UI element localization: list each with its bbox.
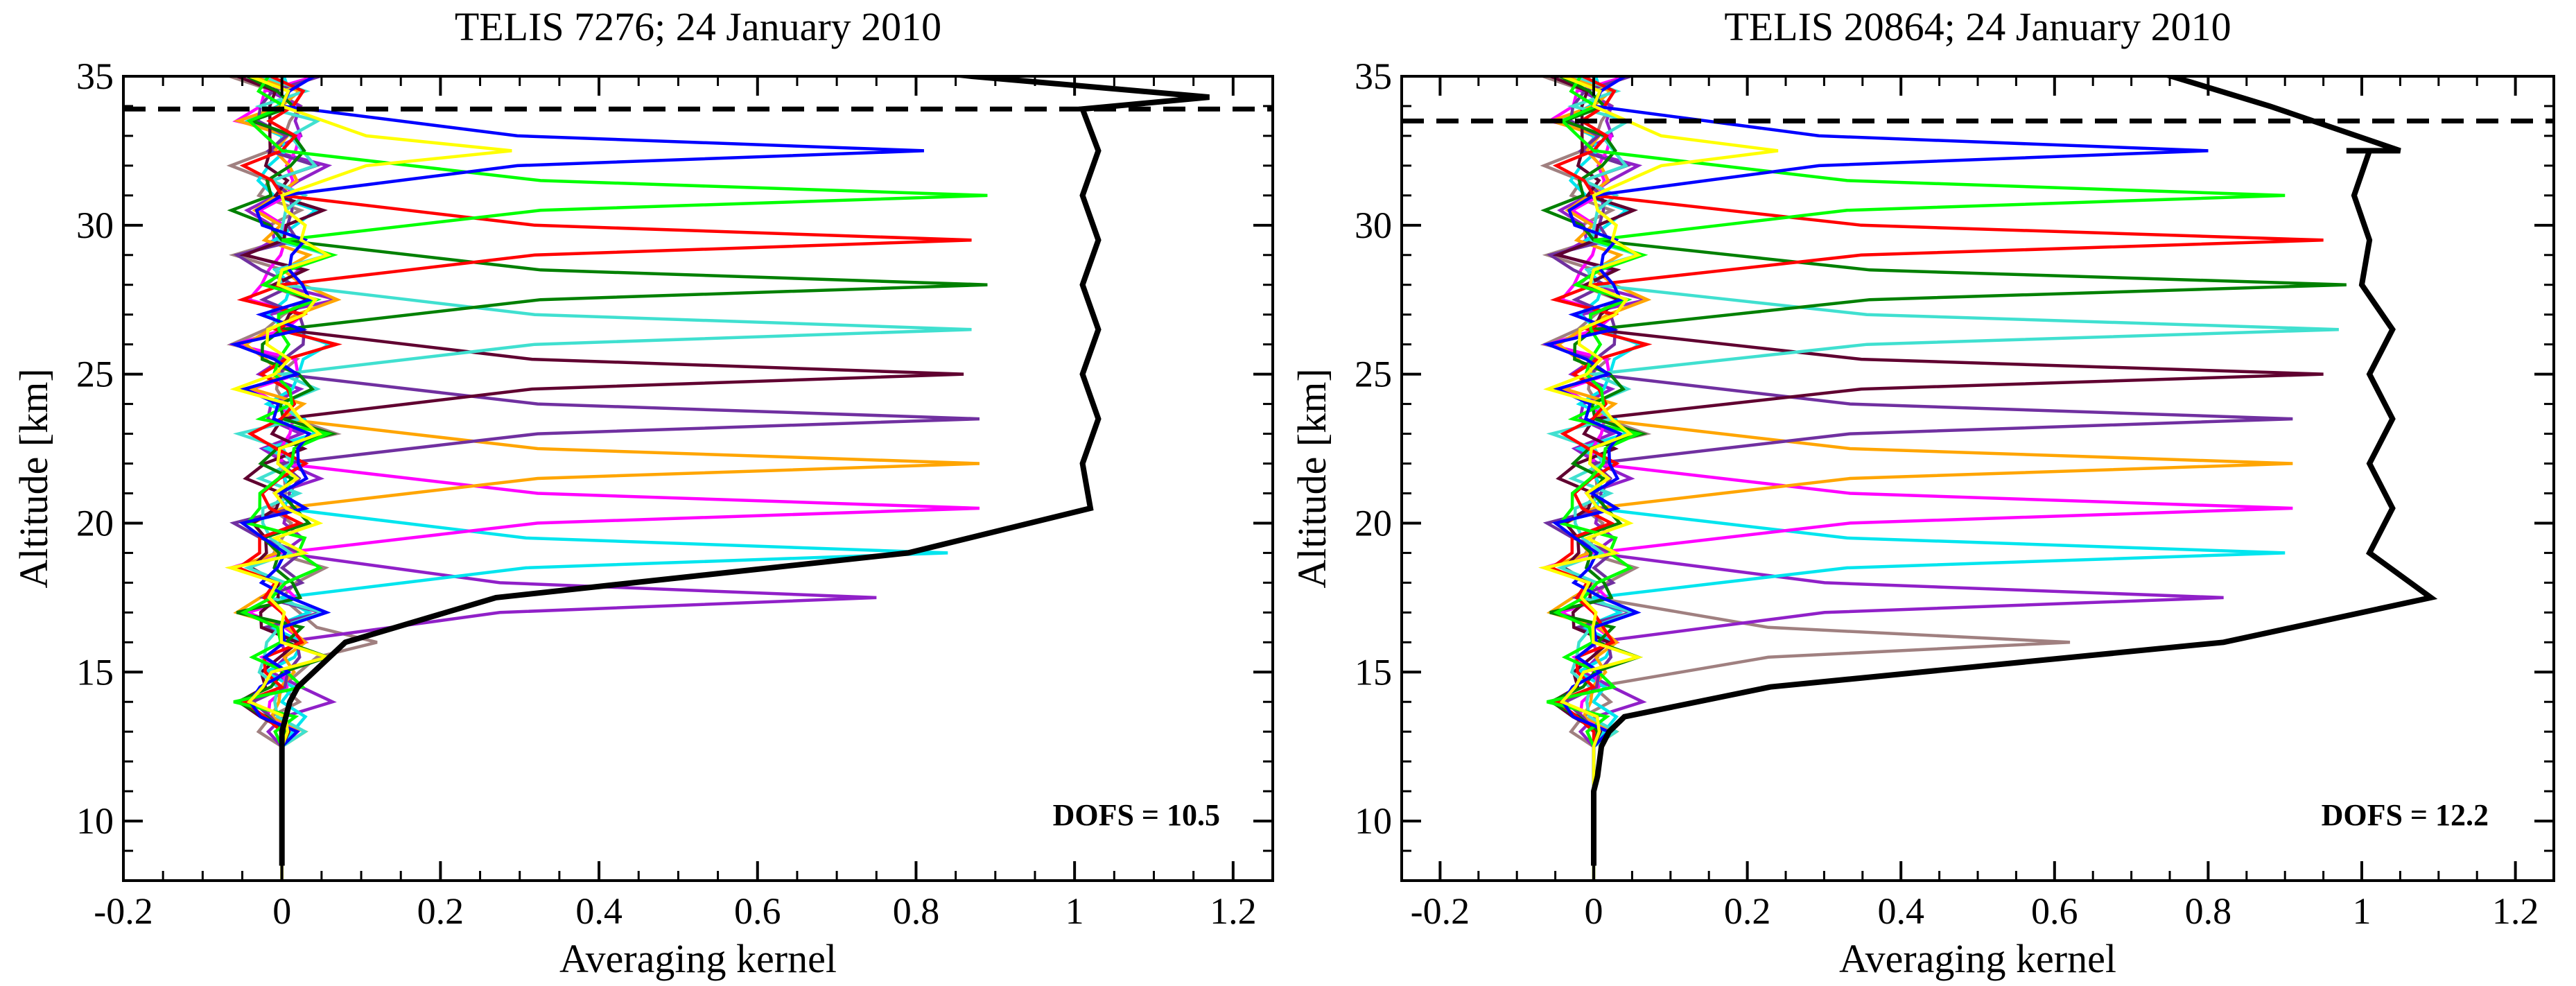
y-tick-label: 30 xyxy=(1355,205,1392,246)
y-tick-label: 30 xyxy=(76,205,114,246)
y-tick-label: 25 xyxy=(1355,354,1392,395)
y-axis: 10 15 20 25 30 35 xyxy=(1355,55,2554,882)
panel-right: TELIS 20864; 24 January 2010 -0.2 0 0.2 0.4… xyxy=(1289,4,2555,981)
y-axis-label: Altitude [km] xyxy=(1289,368,1334,588)
panel-left: TELIS 7276; 24 January 2010 -0.2 0 0.2 0.4 0… xyxy=(11,4,1274,981)
x-tick-label: 1 xyxy=(2353,890,2372,932)
y-axis: 10 15 20 25 30 35 xyxy=(76,55,1273,882)
chart-title: TELIS 20864; 24 January 2010 xyxy=(1724,4,2231,49)
x-axis-label: Averaging kernel xyxy=(1839,936,2116,981)
x-tick-label: 0 xyxy=(272,890,291,932)
y-tick-label: 15 xyxy=(76,651,114,693)
plot-lines xyxy=(225,76,1210,881)
x-tick-label: 0.4 xyxy=(1877,890,1924,932)
x-tick-label: 0.2 xyxy=(1724,890,1771,932)
plot-lines xyxy=(1538,76,2438,881)
y-tick-label: 10 xyxy=(76,800,114,842)
x-tick-label: 0.4 xyxy=(575,890,623,932)
x-tick-label: 1.2 xyxy=(1210,890,1257,932)
x-tick-label: 1.2 xyxy=(2492,890,2539,932)
y-tick-label: 35 xyxy=(1355,55,1392,97)
y-axis-label: Altitude [km] xyxy=(11,368,56,588)
y-tick-label: 15 xyxy=(1355,651,1392,693)
x-axis: -0.2 0 0.2 0.4 0.6 0.8 1 1.2 xyxy=(1400,76,2555,932)
kernel-line xyxy=(1538,76,1779,881)
y-tick-label: 20 xyxy=(76,502,114,544)
x-tick-label: 0.8 xyxy=(2185,890,2232,932)
y-tick-label: 35 xyxy=(76,55,114,97)
x-tick-label: -0.2 xyxy=(1411,890,1470,932)
x-axis-label: Averaging kernel xyxy=(559,936,837,981)
x-tick-label: -0.2 xyxy=(94,890,153,932)
y-tick-label: 10 xyxy=(1355,800,1392,842)
dofs-annotation: DOFS = 10.5 xyxy=(1053,798,1220,832)
dofs-annotation: DOFS = 12.2 xyxy=(2322,798,2489,832)
y-tick-label: 20 xyxy=(1355,502,1392,544)
x-axis: -0.2 0 0.2 0.4 0.6 0.8 1 1.2 xyxy=(94,76,1274,932)
chart-title: TELIS 7276; 24 January 2010 xyxy=(455,4,941,49)
x-tick-label: 0.8 xyxy=(893,890,940,932)
x-tick-label: 0 xyxy=(1585,890,1603,932)
sum-kernel-line xyxy=(279,76,1210,866)
x-tick-label: 1 xyxy=(1065,890,1084,932)
x-tick-label: 0.6 xyxy=(734,890,781,932)
sum-kernel-line xyxy=(1591,76,2438,866)
y-tick-label: 25 xyxy=(76,354,114,395)
plot-frame xyxy=(122,75,1274,882)
x-tick-label: 0.6 xyxy=(2031,890,2078,932)
x-tick-label: 0.2 xyxy=(417,890,464,932)
